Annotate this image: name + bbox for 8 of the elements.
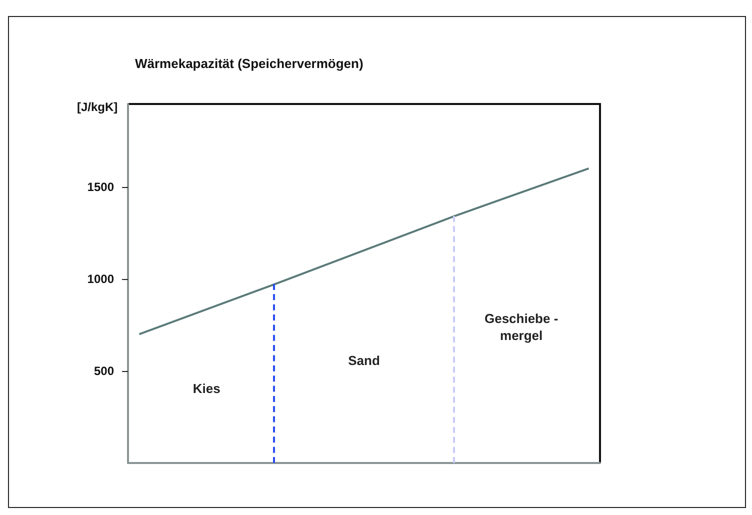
y-tick-label: 1500 — [87, 180, 114, 194]
y-tick-label: 1000 — [87, 272, 114, 286]
chart-title: Wärmekapazität (Speichervermögen) — [135, 56, 364, 71]
y-tick-label: 500 — [94, 364, 114, 378]
y-axis-title: [J/kgK] — [77, 100, 118, 114]
annotation: Kies — [192, 380, 220, 397]
annotation: Geschiebe - mergel — [484, 310, 558, 344]
annotation: Sand — [348, 352, 380, 369]
